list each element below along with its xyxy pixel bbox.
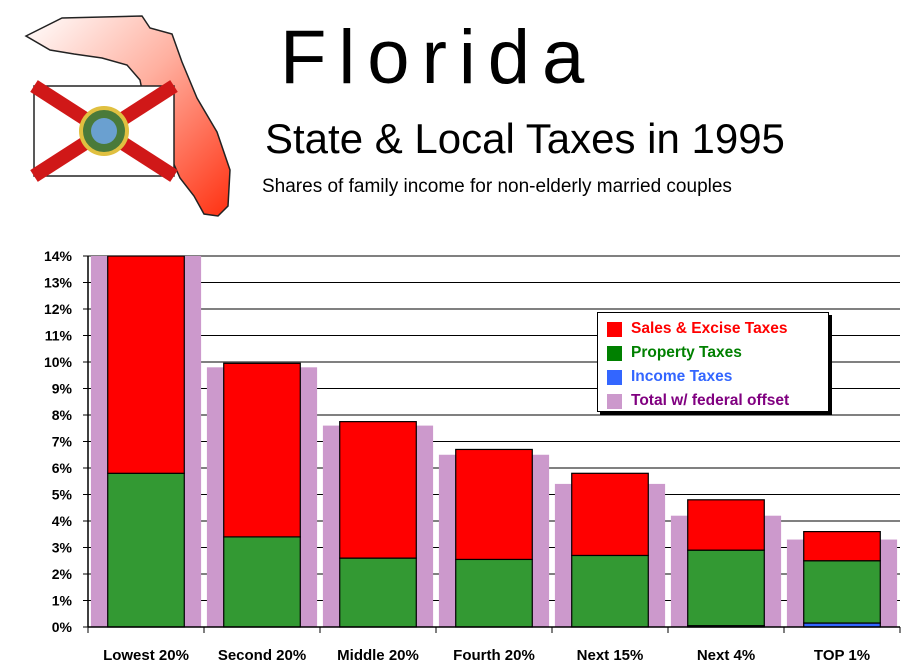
y-tick-label: 0%	[52, 619, 73, 635]
bar-sales-excise-taxes	[107, 255, 185, 474]
bar-sales-excise-taxes	[455, 448, 533, 561]
y-tick-label: 12%	[44, 301, 73, 317]
bar-property-taxes	[223, 536, 301, 628]
chart-caption: Shares of family income for non-elderly …	[262, 176, 732, 197]
y-tick-label: 4%	[52, 513, 73, 529]
bar-sales-excise-taxes	[339, 421, 417, 559]
legend-label: Income Taxes	[631, 368, 733, 385]
chart-legend: Sales & Excise Taxes Property Taxes Income…	[597, 312, 829, 412]
bar-property-taxes	[339, 557, 417, 628]
legend-item: Sales & Excise Taxes	[598, 317, 828, 341]
bar-property-taxes	[571, 554, 649, 628]
y-tick-label: 6%	[52, 460, 73, 476]
legend-label: Sales & Excise Taxes	[631, 320, 788, 337]
bar-property-taxes	[107, 472, 185, 628]
bar-property-taxes	[687, 549, 765, 627]
bar-sales-excise-taxes	[223, 362, 301, 538]
y-tick-label: 2%	[52, 566, 73, 582]
tax-stacked-bars	[107, 255, 881, 628]
y-tick-label: 7%	[52, 434, 73, 450]
bar-property-taxes	[455, 558, 533, 628]
legend-item: Property Taxes	[598, 341, 828, 365]
y-tick-label: 11%	[45, 328, 73, 344]
bar-sales-excise-taxes	[803, 531, 881, 562]
florida-map-icon	[24, 15, 231, 217]
florida-flag	[30, 80, 178, 182]
legend-swatch	[606, 368, 623, 386]
tax-share-chart: 0% 1% 2% 3% 4% 5% 6% 7% 8% 9% 10% 11% 12% 13% 14% Lowe…	[44, 248, 901, 664]
bar-sales-excise-taxes	[687, 499, 765, 551]
legend-swatch	[606, 344, 623, 362]
x-tick-label: Next 4%	[697, 647, 755, 664]
y-tick-label: 3%	[52, 540, 73, 556]
x-tick-label: Middle 20%	[337, 647, 419, 664]
x-tick-label: Second 20%	[218, 647, 306, 664]
y-tick-label: 14%	[44, 248, 73, 264]
page-title: Florida	[280, 15, 597, 100]
y-tick-label: 10%	[44, 354, 73, 370]
y-tick-label: 8%	[52, 407, 73, 423]
legend-swatch	[606, 392, 623, 410]
legend-item: Income Taxes	[598, 365, 828, 389]
bar-sales-excise-taxes	[571, 472, 649, 557]
x-tick-label: Lowest 20%	[103, 647, 189, 664]
legend-label: Total w/ federal offset	[631, 392, 790, 409]
x-tick-label: TOP 1%	[814, 647, 870, 664]
axes	[83, 255, 901, 633]
x-tick-label: Fourth 20%	[453, 647, 535, 664]
x-tick-label: Next 15%	[577, 647, 644, 664]
legend-swatch	[606, 320, 623, 338]
bar-property-taxes	[803, 560, 881, 624]
legend-item: Total w/ federal offset	[598, 389, 828, 413]
page-subtitle: State & Local Taxes in 1995	[265, 115, 785, 162]
y-tick-label: 13%	[44, 275, 73, 291]
legend-label: Property Taxes	[631, 344, 742, 361]
y-tick-label: 5%	[52, 487, 73, 503]
y-tick-label: 9%	[52, 381, 73, 397]
y-tick-labels: 0% 1% 2% 3% 4% 5% 6% 7% 8% 9% 10% 11% 12% 13% 14%	[44, 248, 73, 635]
x-tick-labels: Lowest 20% Second 20% Middle 20% Fourth 20%…	[103, 647, 870, 664]
florida-shape	[24, 15, 231, 217]
y-tick-label: 1%	[52, 593, 73, 609]
